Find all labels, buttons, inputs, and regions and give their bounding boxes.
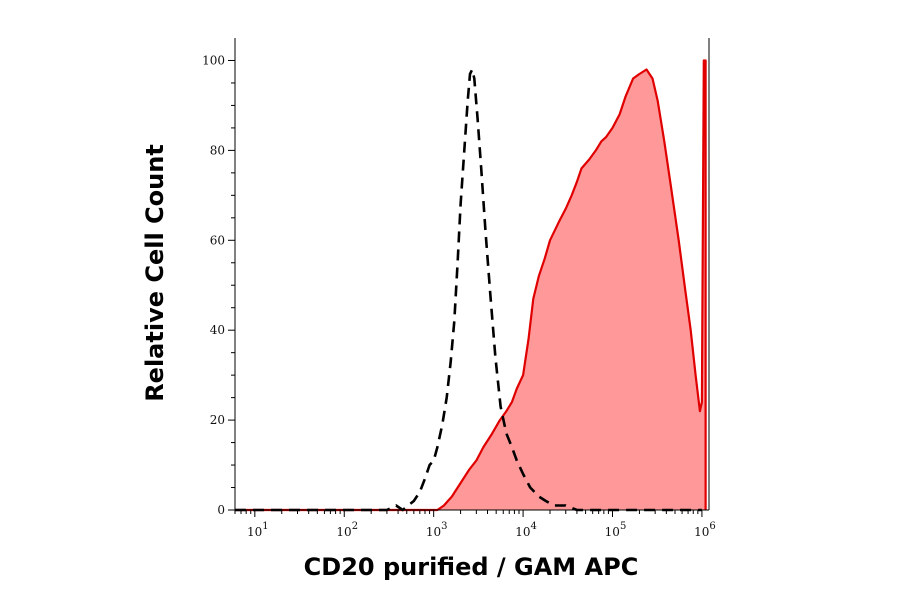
series-line-control: [235, 68, 702, 512]
axes: 0 20 40 60 80 100 101 102 103 104 105 106: [202, 38, 716, 539]
y-tick-label: 80: [210, 143, 225, 157]
x-tick-label: 103: [426, 521, 448, 539]
y-tick-label: 40: [210, 323, 225, 337]
x-tick-label: 106: [694, 521, 716, 539]
x-tick-label: 105: [605, 521, 627, 539]
plot-area: [235, 59, 707, 512]
y-tick-label: 60: [210, 233, 225, 247]
x-axis-title: CD20 purified / GAM APC: [304, 553, 639, 581]
y-tick-label: 100: [202, 53, 225, 67]
series-line-stained: [235, 59, 707, 512]
series-fill-area: [235, 60, 706, 510]
y-tick-label: 20: [210, 413, 225, 427]
y-axis-title: Relative Cell Count: [141, 144, 169, 402]
x-tick-label: 104: [515, 521, 537, 539]
x-tick-label: 102: [336, 521, 358, 539]
y-tick-label: 0: [217, 503, 225, 517]
x-tick-label: 101: [247, 521, 269, 539]
